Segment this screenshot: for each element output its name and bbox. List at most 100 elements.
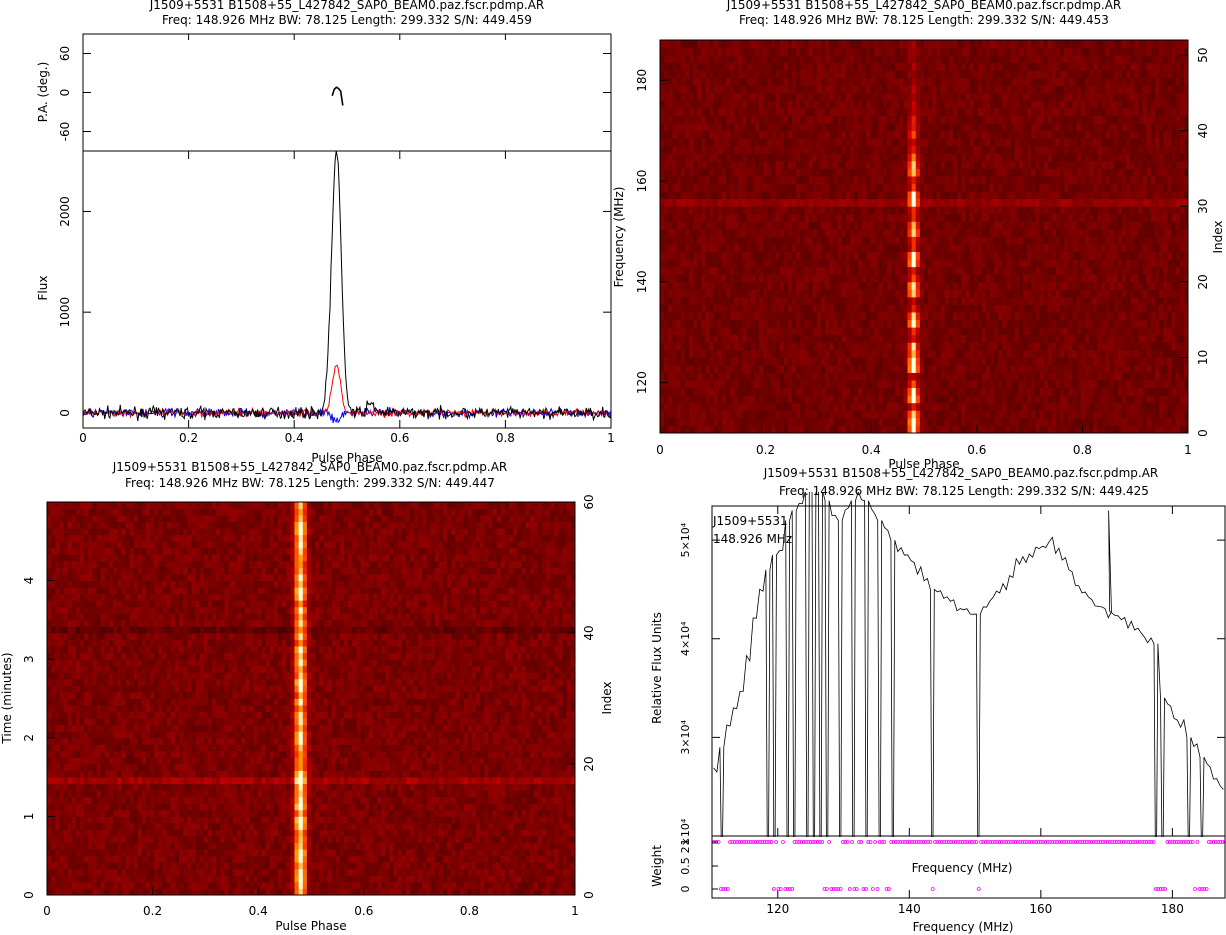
heatmap-cell (1014, 228, 1020, 237)
heatmap-cell (1126, 372, 1131, 381)
heatmap-cell (994, 402, 999, 411)
heatmap-cell (895, 160, 900, 169)
heatmap-cell (1150, 372, 1156, 381)
heatmap-cell (940, 213, 946, 222)
heatmap-cell (668, 138, 673, 147)
heatmap-cell (1126, 364, 1131, 373)
heatmap-cell (944, 183, 950, 192)
heatmap-cell (977, 334, 983, 343)
heatmap-cell (688, 221, 694, 230)
heatmap-cell (820, 312, 826, 321)
heatmap-cell (862, 349, 867, 358)
heatmap-cell (1043, 334, 1049, 343)
heatmap-cell (792, 364, 797, 373)
heatmap-cell (1146, 327, 1152, 336)
heatmap-cell (932, 198, 937, 207)
heatmap-cell (1113, 402, 1119, 411)
heatmap-cell (701, 236, 706, 245)
heatmap-cell (721, 296, 727, 305)
heatmap-cell (697, 342, 702, 351)
heatmap-cell (816, 357, 822, 366)
heatmap-cell (981, 198, 987, 207)
heatmap-cell (713, 236, 719, 245)
heatmap-cell (886, 417, 892, 426)
heatmap-cell (816, 334, 822, 343)
heatmap-cell (1167, 266, 1172, 275)
heatmap-cell (730, 342, 735, 351)
heatmap-cell (940, 312, 946, 321)
heatmap-cell (919, 153, 925, 162)
heatmap-cell (845, 342, 851, 351)
heatmap-cell (1010, 198, 1016, 207)
heatmap-cell (705, 198, 710, 207)
heatmap-cell (734, 244, 739, 253)
heatmap-cell (1006, 183, 1012, 192)
heatmap-cell (812, 425, 818, 434)
heatmap-cell (870, 312, 875, 321)
heatmap-cell (763, 312, 768, 321)
heatmap-cell (915, 372, 921, 381)
heatmap-cell (1035, 198, 1040, 207)
heatmap-cell (680, 342, 686, 351)
heatmap-cell (1002, 319, 1007, 328)
heatmap-cell (882, 417, 888, 426)
heatmap-cell (730, 213, 735, 222)
heatmap-cell (1105, 198, 1111, 207)
heatmap-cell (1039, 281, 1045, 290)
heatmap-cell (800, 183, 805, 192)
heatmap-cell (1068, 213, 1073, 222)
heatmap-cell (1109, 327, 1115, 336)
heatmap-cell (862, 334, 867, 343)
heatmap-cell (1064, 402, 1069, 411)
heatmap-cell (1035, 364, 1040, 373)
heatmap-cell (915, 183, 921, 192)
heatmap-cell (1014, 153, 1020, 162)
heatmap-cell (783, 372, 789, 381)
heatmap-cell (808, 176, 814, 184)
heatmap-cell (833, 138, 838, 147)
heatmap-cell (915, 206, 921, 215)
heatmap-cell (981, 319, 987, 328)
heatmap-cell (684, 138, 690, 147)
heatmap-cell (833, 342, 838, 351)
heatmap-cell (866, 349, 871, 358)
heatmap-cell (948, 153, 954, 162)
heatmap-cell (763, 228, 768, 237)
heatmap-cell (1084, 266, 1090, 275)
heatmap-cell (771, 289, 776, 298)
heatmap-cell (1175, 191, 1181, 200)
heatmap-cell (693, 183, 698, 192)
heatmap-cell (973, 281, 979, 290)
heatmap-cell (965, 145, 970, 154)
heatmap-cell (1122, 274, 1127, 283)
heatmap-cell (1023, 296, 1028, 305)
heatmap-cell (870, 213, 875, 222)
heatmap-cell (1179, 380, 1185, 389)
heatmap-cell (833, 312, 838, 321)
heatmap-cell (709, 236, 715, 245)
heatmap-cell (1031, 198, 1036, 207)
heatmap-cell (676, 138, 682, 147)
heatmap-cell (792, 417, 797, 426)
heatmap-cell (1076, 251, 1082, 260)
heatmap-cell (919, 395, 925, 404)
heatmap-cell (936, 357, 941, 366)
heatmap-cell (874, 266, 880, 275)
heatmap-cell (1155, 198, 1160, 207)
heatmap-cell (924, 206, 929, 215)
heatmap-cell (767, 160, 772, 169)
heatmap-cell (915, 312, 921, 321)
heatmap-cell (1097, 213, 1102, 222)
heatmap-cell (1018, 206, 1024, 215)
heatmap-cell (895, 221, 900, 230)
heatmap-cell (1039, 372, 1045, 381)
heatmap-cell (779, 168, 785, 177)
heatmap-cell (664, 417, 669, 426)
heatmap-cell (767, 357, 772, 366)
heatmap-cell (783, 183, 789, 192)
heatmap-cell (849, 176, 855, 184)
heatmap-cell (841, 395, 847, 404)
heatmap-cell (688, 160, 694, 169)
heatmap-cell (754, 236, 760, 245)
heatmap-cell (693, 176, 698, 184)
